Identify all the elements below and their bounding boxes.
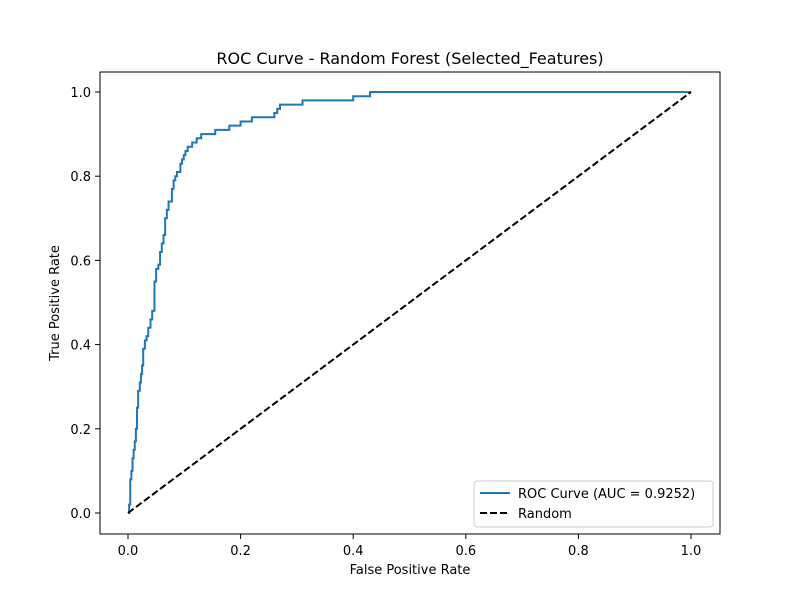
x-tick-label: 0.2 bbox=[230, 544, 251, 559]
x-tick-label: 1.0 bbox=[681, 544, 702, 559]
legend-label: ROC Curve (AUC = 0.9252) bbox=[518, 487, 695, 502]
x-axis-label: False Positive Rate bbox=[350, 563, 471, 578]
y-tick-label: 0.4 bbox=[70, 339, 91, 354]
legend-label: Random bbox=[518, 507, 572, 522]
legend-box bbox=[473, 480, 714, 528]
plot-frame bbox=[99, 71, 721, 535]
y-axis: 0.0 0.2 0.4 0.6 0.8 1.0 bbox=[70, 86, 100, 522]
x-axis: 0.0 0.2 0.4 0.6 0.8 1.0 bbox=[118, 534, 702, 559]
y-tick-label: 0.2 bbox=[70, 423, 91, 438]
x-tick-label: 0.4 bbox=[343, 544, 364, 559]
x-tick-label: 0.6 bbox=[455, 544, 476, 559]
x-tick-label: 0.8 bbox=[568, 544, 589, 559]
random-baseline-line bbox=[127, 91, 692, 514]
y-tick-label: 0.8 bbox=[70, 170, 91, 185]
y-tick-label: 0.6 bbox=[70, 254, 91, 269]
y-tick-label: 1.0 bbox=[70, 86, 91, 101]
plot-area bbox=[99, 71, 721, 535]
legend: ROC Curve (AUC = 0.9252) Random bbox=[473, 480, 714, 528]
y-tick-label: 0.0 bbox=[70, 507, 91, 522]
y-axis-label: True Positive Rate bbox=[48, 245, 63, 362]
roc-curve-line bbox=[128, 91, 691, 514]
x-tick-label: 0.0 bbox=[118, 544, 139, 559]
chart-title: ROC Curve - Random Forest (Selected_Feat… bbox=[216, 49, 603, 69]
